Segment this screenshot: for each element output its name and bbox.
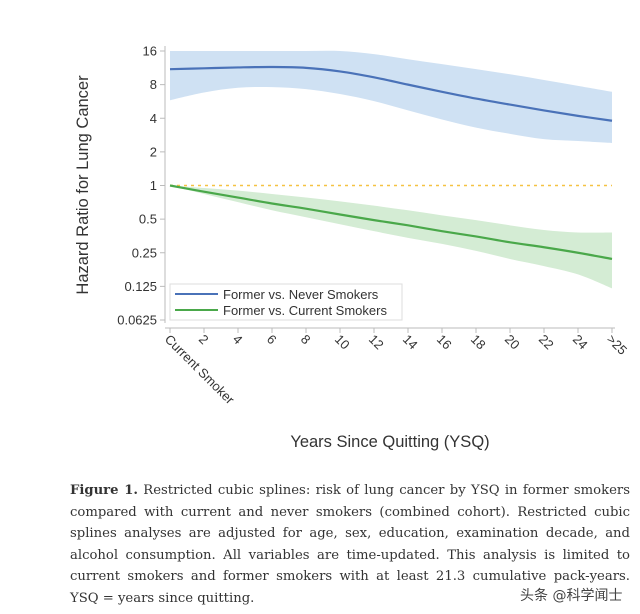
x-tick-label: 24 bbox=[570, 332, 591, 353]
legend-box bbox=[169, 283, 403, 321]
x-tick-label: 8 bbox=[298, 332, 314, 348]
x-tick-label: 10 bbox=[332, 332, 353, 353]
y-tick-label: 1 bbox=[150, 178, 157, 193]
series-line-never bbox=[169, 65, 613, 122]
caption-text: Restricted cubic splines: risk of lung c… bbox=[70, 483, 630, 606]
y-tick-label: 2 bbox=[150, 144, 157, 159]
x-tick-label: 16 bbox=[434, 332, 455, 353]
x-tick-label: 12 bbox=[366, 332, 387, 353]
x-tick-label: 4 bbox=[230, 332, 246, 348]
y-tick-label: 0.125 bbox=[124, 279, 157, 294]
x-tick-label: 14 bbox=[400, 332, 421, 353]
x-tick-label: >25 bbox=[604, 332, 630, 358]
y-tick-label: 8 bbox=[150, 77, 157, 92]
y-tick-label: 0.25 bbox=[132, 245, 157, 260]
ci-band-never bbox=[170, 50, 612, 144]
y-tick-label: 16 bbox=[143, 44, 157, 59]
x-tick-label: 2 bbox=[196, 332, 212, 348]
figure-caption: Figure 1. Restricted cubic splines: risk… bbox=[70, 480, 630, 609]
watermark: 头条 @科学闻士 bbox=[520, 588, 623, 604]
caption-label: Figure 1. bbox=[70, 483, 138, 498]
x-axis-label: Years Since Quitting (YSQ) bbox=[290, 433, 489, 451]
ci-band-current bbox=[170, 185, 612, 289]
y-axis-label: Hazard Ratio for Lung Cancer bbox=[74, 75, 92, 295]
x-tick-label: 6 bbox=[264, 332, 280, 348]
y-tick-label: 0.5 bbox=[139, 212, 157, 227]
y-tick-label: 4 bbox=[150, 111, 157, 126]
y-tick-label: 0.0625 bbox=[117, 313, 157, 328]
x-tick-label: 22 bbox=[536, 332, 557, 353]
legend-label-never: Former vs. Never Smokers bbox=[223, 287, 379, 302]
series-line-current bbox=[169, 184, 613, 261]
legend-label-current: Former vs. Current Smokers bbox=[223, 303, 387, 318]
x-tick-label: 20 bbox=[502, 332, 523, 353]
legend: Former vs. Never Smokers Former vs. Curr… bbox=[169, 283, 403, 321]
x-tick-label: 18 bbox=[468, 332, 489, 353]
